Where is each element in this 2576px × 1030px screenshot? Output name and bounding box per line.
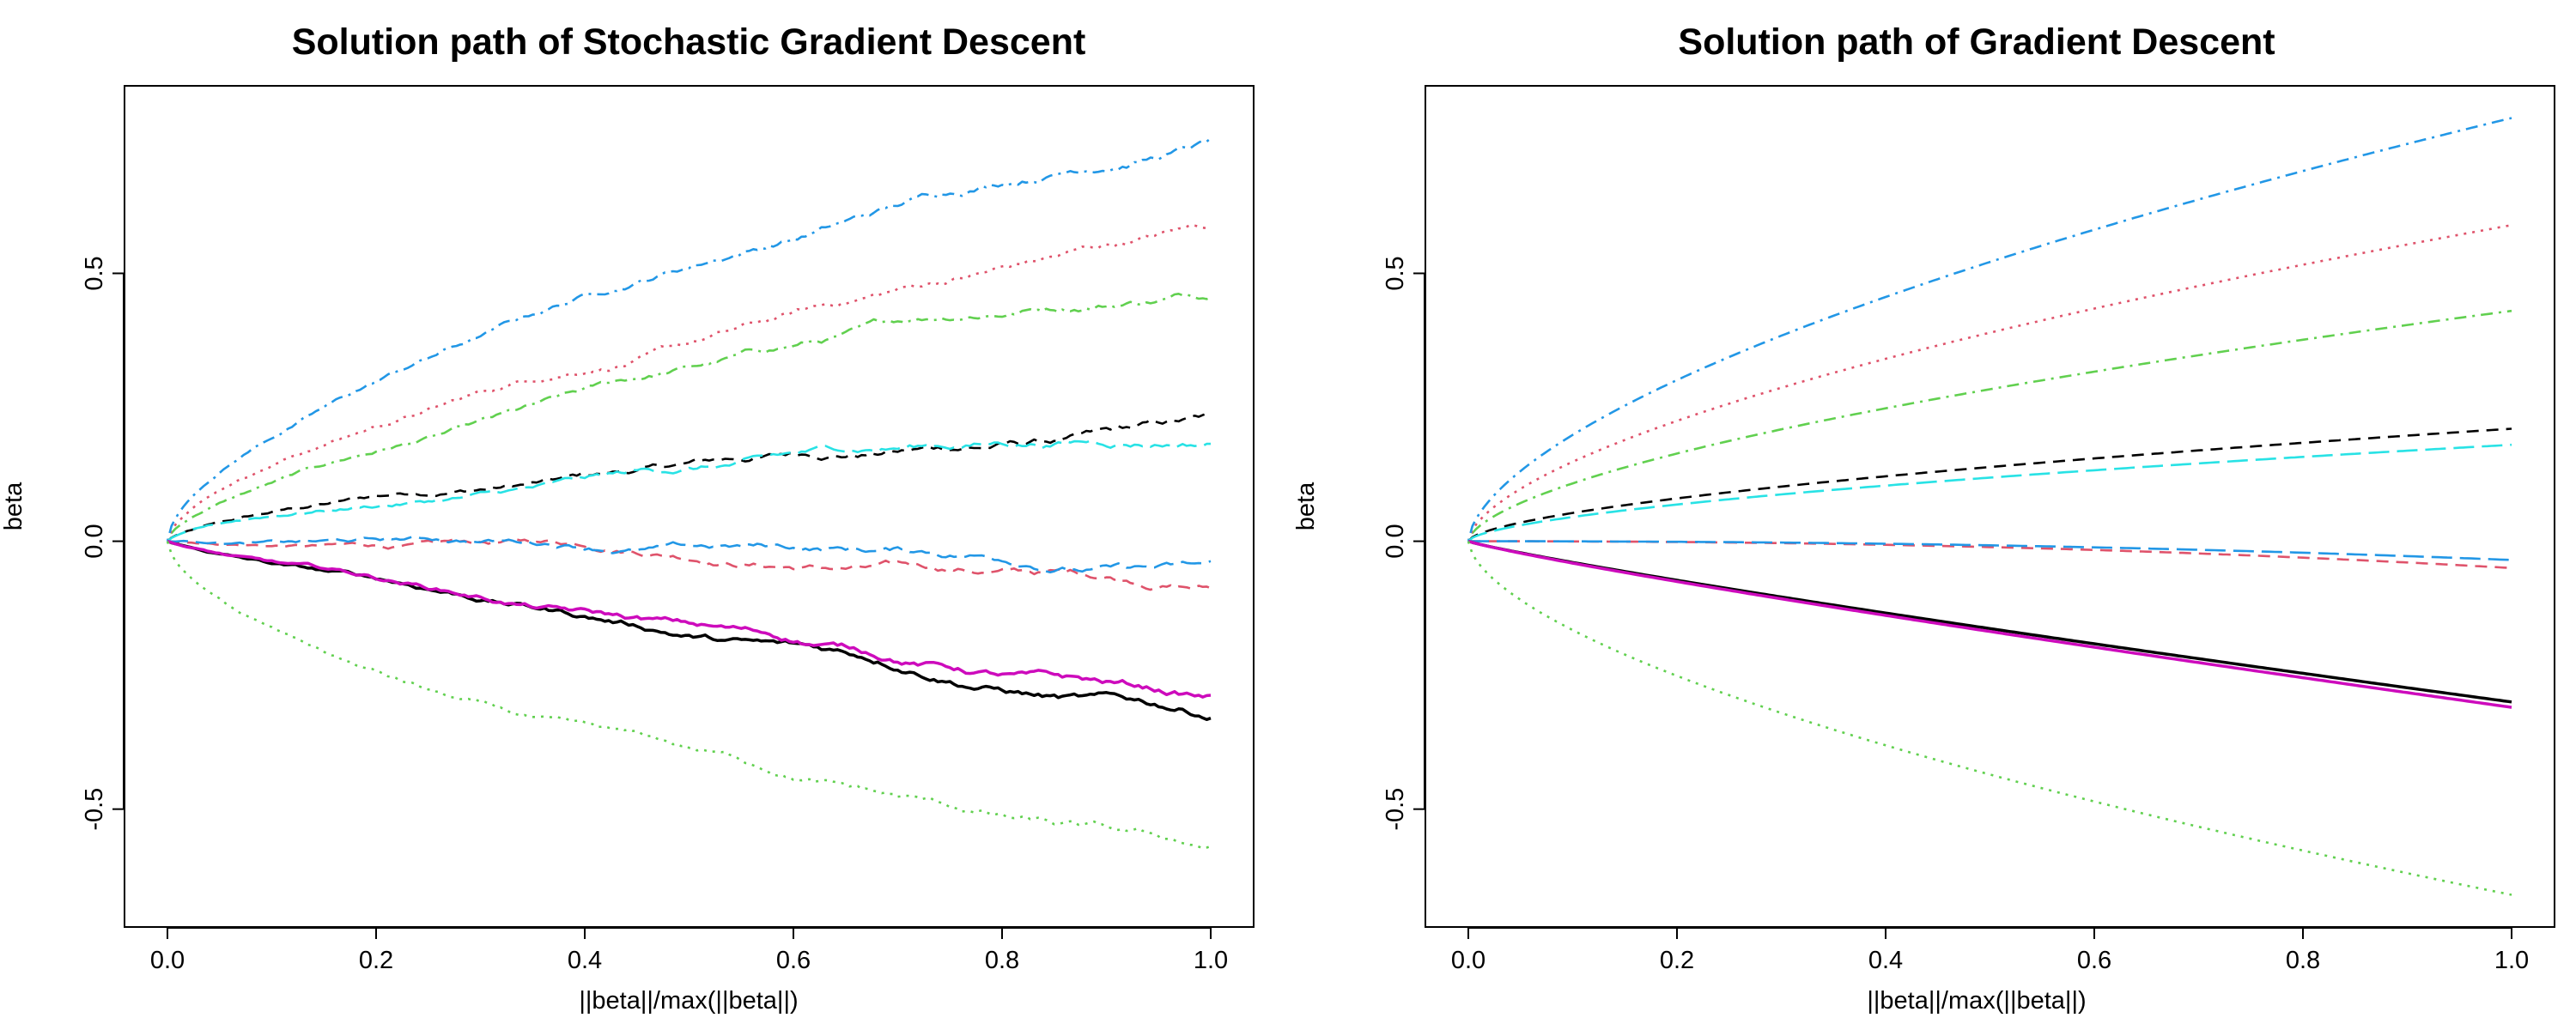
chart-title: Solution path of Gradient Descent	[1678, 21, 2275, 63]
x-axis-label: ||beta||/max(||beta||)	[579, 987, 798, 1015]
series-line-3	[166, 292, 1212, 542]
x-axis-label: ||beta||/max(||beta||)	[1867, 987, 2086, 1015]
x-tick-label: 0.0	[1451, 947, 1485, 974]
y-axis-label: beta	[0, 482, 27, 530]
series-line-3	[1467, 309, 2512, 542]
series-line-10	[1467, 541, 2512, 896]
series-line-7	[1468, 540, 2512, 561]
series-line-9	[167, 539, 1212, 699]
x-tick-label: 1.0	[2494, 947, 2529, 974]
y-tick-label: 0.0	[81, 524, 108, 558]
y-tick-label: -0.5	[1382, 788, 1409, 831]
series-line-2	[1468, 540, 2512, 570]
series-line-1	[167, 410, 1212, 542]
chart-panel-gd: Solution path of Gradient Descent ||beta…	[1292, 21, 2555, 1015]
x-tick-label: 0.6	[2077, 947, 2111, 974]
series-line-6	[167, 439, 1211, 542]
x-tick-label: 0.0	[150, 947, 185, 974]
y-tick-label: 0.5	[81, 256, 108, 290]
y-axis-label: beta	[1292, 482, 1320, 530]
chart-title: Solution path of Stochastic Gradient Des…	[292, 21, 1086, 63]
x-tick-label: 1.0	[1194, 947, 1228, 974]
x-tick-label: 0.8	[985, 947, 1019, 974]
series-line-5	[1467, 117, 2512, 542]
plot-area: 0.0 0.2 0.4 0.6 0.8 1.0 -0.5 0.0 0.5	[1382, 85, 2555, 974]
series-line-1	[1467, 427, 2512, 542]
series-line-8	[1467, 539, 2512, 704]
x-tick-label: 0.4	[1868, 947, 1903, 974]
x-tick-label: 0.8	[2286, 947, 2320, 974]
plot-frame	[124, 85, 1255, 928]
x-tick-label: 0.2	[1660, 947, 1694, 974]
series-line-4	[1467, 224, 2512, 542]
series-line-5	[166, 137, 1212, 542]
y-tick-label: 0.0	[1382, 524, 1409, 558]
series-line-4	[166, 223, 1212, 542]
x-tick-label: 0.4	[568, 947, 602, 974]
series-line-7	[167, 536, 1212, 574]
y-tick-label: 0.5	[1382, 256, 1409, 290]
x-tick-label: 0.2	[359, 947, 393, 974]
series-line-9	[1467, 539, 2512, 709]
series-line-6	[1467, 443, 2512, 542]
x-tick-label: 0.6	[776, 947, 811, 974]
series-line-2	[167, 537, 1212, 591]
series-line-10	[166, 541, 1212, 850]
plot-area: 0.0 0.2 0.4 0.6 0.8 1.0 -0.5 0.0 0.5	[81, 85, 1255, 974]
plot-frame	[1425, 85, 2555, 928]
chart-panel-sgd: Solution path of Stochastic Gradient Des…	[0, 21, 1255, 1015]
y-tick-label: -0.5	[81, 788, 108, 831]
